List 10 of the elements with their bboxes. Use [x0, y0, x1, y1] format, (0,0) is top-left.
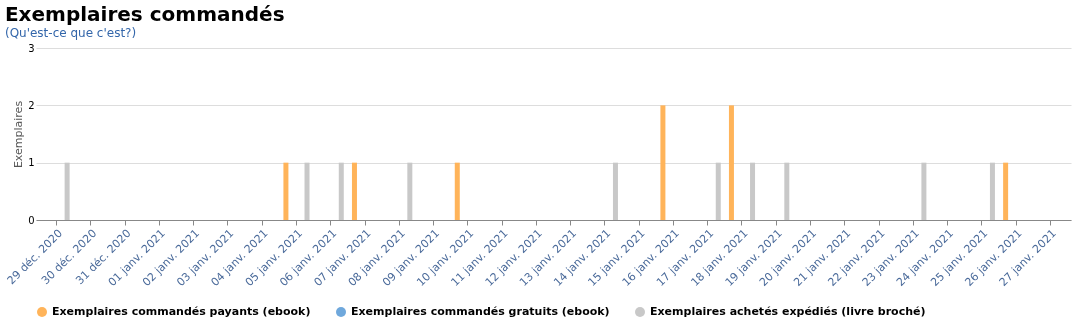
y-tick-label: 3 [28, 42, 35, 54]
y-tick-label: 2 [28, 99, 35, 111]
y-tick-label: 0 [28, 214, 35, 226]
legend-label: Exemplaires achetés expédiés (livre broché) [650, 305, 926, 318]
y-tick-label: 1 [28, 157, 35, 169]
legend-label: Exemplaires commandés payants (ebook) [52, 305, 311, 318]
y-axis-title: Exemplaires [12, 100, 26, 169]
chart-title: Exemplaires commandés [4, 2, 285, 26]
legend-label: Exemplaires commandés gratuits (ebook) [351, 305, 610, 318]
chart-subtitle: (Qu'est-ce que c'est?) [4, 26, 137, 40]
